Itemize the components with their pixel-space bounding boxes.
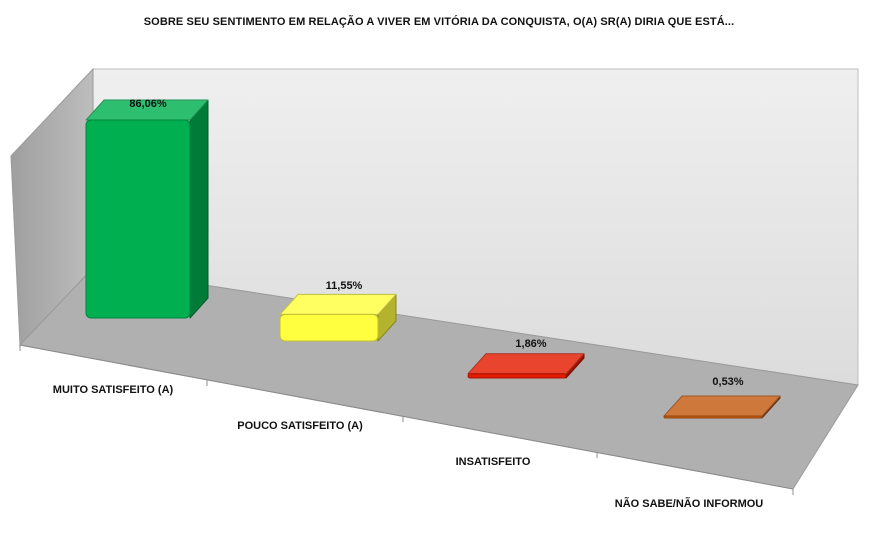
bar-front bbox=[663, 415, 763, 419]
bar-front bbox=[85, 119, 191, 319]
bar-top bbox=[279, 293, 397, 315]
category-label: NÃO SABE/NÃO INFORMOU bbox=[615, 497, 764, 510]
bar bbox=[279, 293, 397, 342]
category-label: MUITO SATISFEITO (A) bbox=[53, 384, 174, 396]
bar-front bbox=[467, 373, 567, 379]
bar bbox=[467, 353, 585, 379]
bar-front bbox=[279, 313, 379, 342]
value-label: 86,06% bbox=[129, 98, 167, 110]
category-label: INSATISFEITO bbox=[456, 456, 531, 468]
value-label: 0,53% bbox=[712, 376, 743, 388]
bar-top bbox=[467, 353, 585, 375]
bar bbox=[663, 395, 781, 419]
value-label: 1,86% bbox=[515, 338, 546, 350]
value-label: 11,55% bbox=[326, 280, 363, 292]
category-label: POUCO SATISFEITO (A) bbox=[237, 420, 363, 432]
bar bbox=[85, 99, 209, 319]
x-axis-line bbox=[19, 344, 794, 490]
bars-layer bbox=[85, 99, 781, 419]
bar-side bbox=[189, 99, 209, 319]
bar-top bbox=[663, 395, 781, 417]
chart-title: SOBRE SEU SENTIMENTO EM RELAÇÃO A VIVER … bbox=[143, 16, 735, 28]
